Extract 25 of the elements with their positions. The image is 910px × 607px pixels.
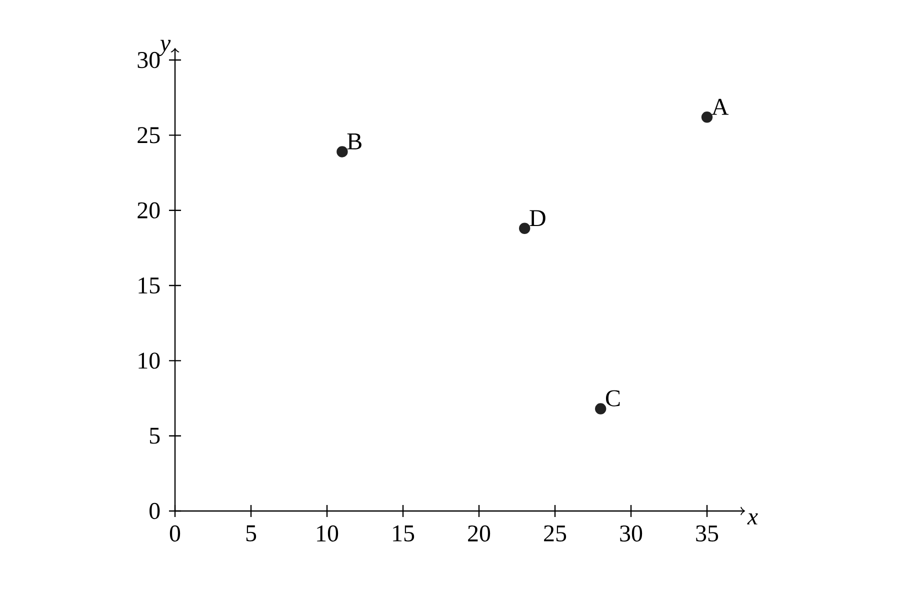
annotation: C <box>606 390 620 406</box>
x-tick-label: 10 <box>317 525 338 542</box>
point <box>336 146 348 158</box>
x-axis-title: x <box>747 513 758 524</box>
y-tick-label: 20 <box>138 202 160 218</box>
x-tick-label: 0 <box>170 525 180 542</box>
y-tick-label: 25 <box>138 127 160 144</box>
x-tick-label: 30 <box>620 525 642 542</box>
y-tick-label: 0 <box>150 502 160 520</box>
x-tick-label: 5 <box>246 525 256 542</box>
annotation: B <box>347 134 362 150</box>
x-tick-label: 20 <box>468 525 490 542</box>
x-tick-label: 15 <box>393 525 414 542</box>
point <box>701 112 713 123</box>
y-axis-title: y <box>158 40 171 56</box>
annotation: D <box>530 210 546 226</box>
y-tick-label: 10 <box>138 352 160 369</box>
annotation: A <box>712 98 729 115</box>
point <box>519 222 530 234</box>
y-tick-label: 5 <box>150 428 160 444</box>
y-tick-label: 30 <box>138 52 160 68</box>
x-tick-label: 35 <box>696 525 718 542</box>
x-tick-label: 25 <box>544 525 566 542</box>
point <box>595 403 606 414</box>
y-tick-label: 15 <box>138 277 160 294</box>
